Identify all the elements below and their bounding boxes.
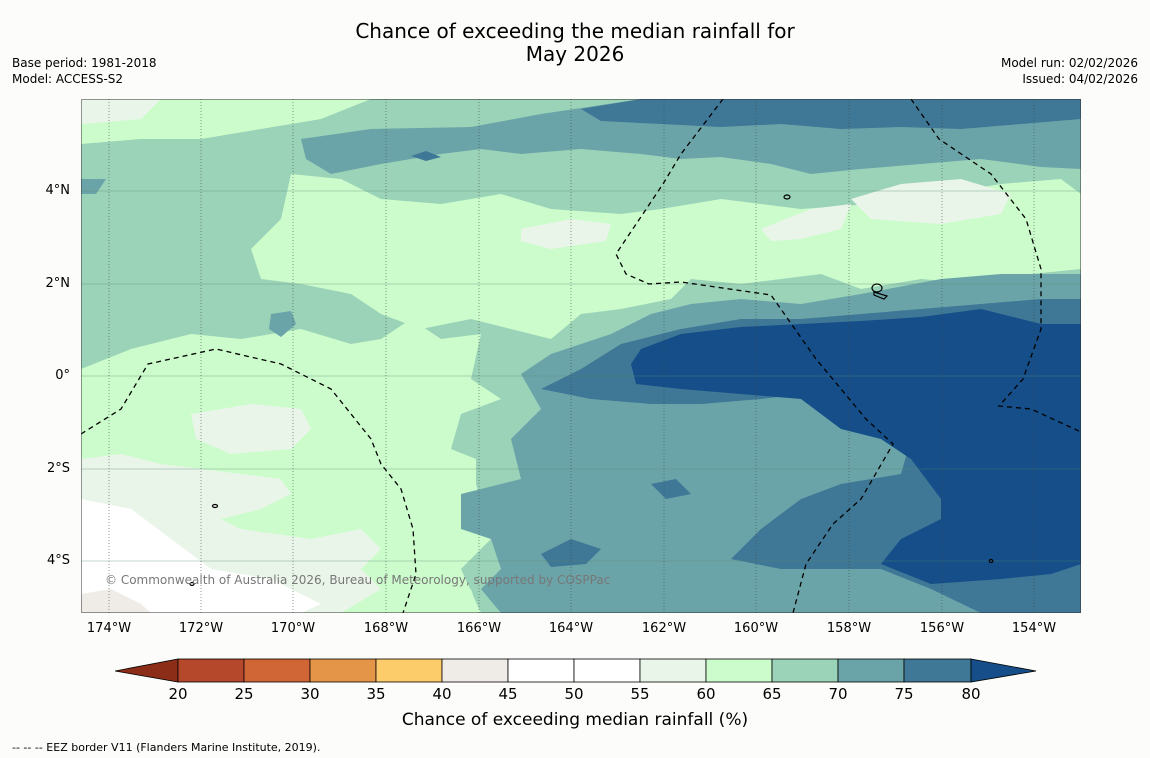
colorbar-35-40 xyxy=(375,658,443,683)
region-75-80-north-blob xyxy=(411,151,441,161)
lon-label-172w: 172°W xyxy=(178,621,224,636)
lon-label-166w: 166°W xyxy=(456,621,502,636)
lon-label-162w: 162°W xyxy=(641,621,687,636)
colorbar-65-70 xyxy=(771,658,839,683)
lon-label-168w: 168°W xyxy=(363,621,409,636)
map-title: Chance of exceeding the median rainfall … xyxy=(0,20,1150,66)
colorbar-30-35 xyxy=(309,658,377,683)
lat-label-2s: 2°S xyxy=(46,461,70,476)
lon-label-156w: 156°W xyxy=(919,621,965,636)
colorbar-tick-45: 45 xyxy=(498,685,518,703)
colorbar-tick-60: 60 xyxy=(696,685,716,703)
region-55-60-west xyxy=(81,99,161,124)
lon-label-164w: 164°W xyxy=(548,621,594,636)
title-line-2: May 2026 xyxy=(525,42,625,66)
colorbar-tick-75: 75 xyxy=(894,685,914,703)
colorbar-tick-25: 25 xyxy=(234,685,254,703)
lon-label-174w: 174°W xyxy=(86,621,132,636)
lat-label-4n: 4°N xyxy=(45,183,71,198)
model-name: Model: ACCESS-S2 xyxy=(12,72,124,86)
model-info: Base period: 1981-2018 Model: ACCESS-S2 xyxy=(12,55,157,87)
colorbar-tick-65: 65 xyxy=(762,685,782,703)
region-55-60-north-b xyxy=(761,204,851,241)
lon-label-160w: 160°W xyxy=(733,621,779,636)
region-70-75-islet xyxy=(269,311,296,337)
region-75-80-south-blob-2 xyxy=(651,479,691,499)
region-55-60-interior xyxy=(191,404,311,454)
colorbar-25-30 xyxy=(243,658,311,683)
colorbar-tick-70: 70 xyxy=(828,685,848,703)
eez-border-kiribati-gilbert xyxy=(81,348,417,613)
region-gt80-east-eq xyxy=(631,309,1081,584)
colorbar-40-45 xyxy=(441,658,509,683)
island-kiritimati xyxy=(871,283,883,293)
colorbar-tick-80: 80 xyxy=(961,685,981,703)
region-70-75-west-edge xyxy=(81,179,106,194)
colorbar-tick-40: 40 xyxy=(432,685,452,703)
island-malden xyxy=(211,503,219,509)
colorbar-tick-35: 35 xyxy=(366,685,386,703)
lat-label-equator: 0° xyxy=(55,368,70,383)
lon-label-154w: 154°W xyxy=(1011,621,1057,636)
region-45-55-south-west xyxy=(81,499,321,613)
colorbar-tick-30: 30 xyxy=(300,685,320,703)
title-line-1: Chance of exceeding the median rainfall … xyxy=(355,19,795,43)
island-starbuck xyxy=(189,581,195,587)
colorbar-tick-55: 55 xyxy=(630,685,650,703)
model-run: Model run: 02/02/2026 xyxy=(1000,56,1138,70)
colorbar-label: Chance of exceeding median rainfall (%) xyxy=(401,710,749,730)
lon-label-170w: 170°W xyxy=(270,621,316,636)
issued-date: Issued: 04/02/2026 xyxy=(1022,72,1138,86)
lat-label-2n: 2°N xyxy=(45,276,71,291)
graticule-latitude xyxy=(81,190,1081,562)
eez-border-line-islands xyxy=(615,99,894,613)
island-kiritimati-lagoon xyxy=(873,291,889,300)
colorbar-75-80 xyxy=(903,658,972,683)
region-55-60-north-c xyxy=(851,179,1011,224)
copyright-notice: © Commonwealth of Australia 2026, Bureau… xyxy=(105,573,611,587)
colorbar xyxy=(115,658,1037,683)
eez-legend: -- -- -- EEZ border V11 (Flanders Marine… xyxy=(12,741,321,754)
region-60-65-south-mid xyxy=(451,589,476,613)
colorbar-tick-50: 50 xyxy=(564,685,584,703)
colorbar-extend-low xyxy=(115,658,179,683)
island-west-small xyxy=(988,558,994,564)
region-40-45-corner xyxy=(81,589,151,613)
colorbar-60-65 xyxy=(705,658,773,683)
rainfall-map xyxy=(81,99,1081,613)
colorbar-tick-20: 20 xyxy=(168,685,188,703)
colorbar-20-25 xyxy=(177,658,245,683)
island-jarvis xyxy=(783,194,791,200)
lon-label-158w: 158°W xyxy=(826,621,872,636)
colorbar-50-55 xyxy=(573,658,641,683)
colorbar-70-75 xyxy=(837,658,905,683)
region-55-60-north-a xyxy=(521,219,611,249)
islands xyxy=(189,194,994,587)
base-period: Base period: 1981-2018 xyxy=(12,56,157,70)
region-60-65-west xyxy=(81,99,371,144)
lat-label-4s: 4°S xyxy=(46,553,70,568)
colorbar-55-60 xyxy=(639,658,707,683)
colorbar-45-50 xyxy=(507,658,575,683)
run-info: Model run: 02/02/2026 Issued: 04/02/2026 xyxy=(1001,55,1138,87)
colorbar-extend-high xyxy=(970,658,1037,683)
